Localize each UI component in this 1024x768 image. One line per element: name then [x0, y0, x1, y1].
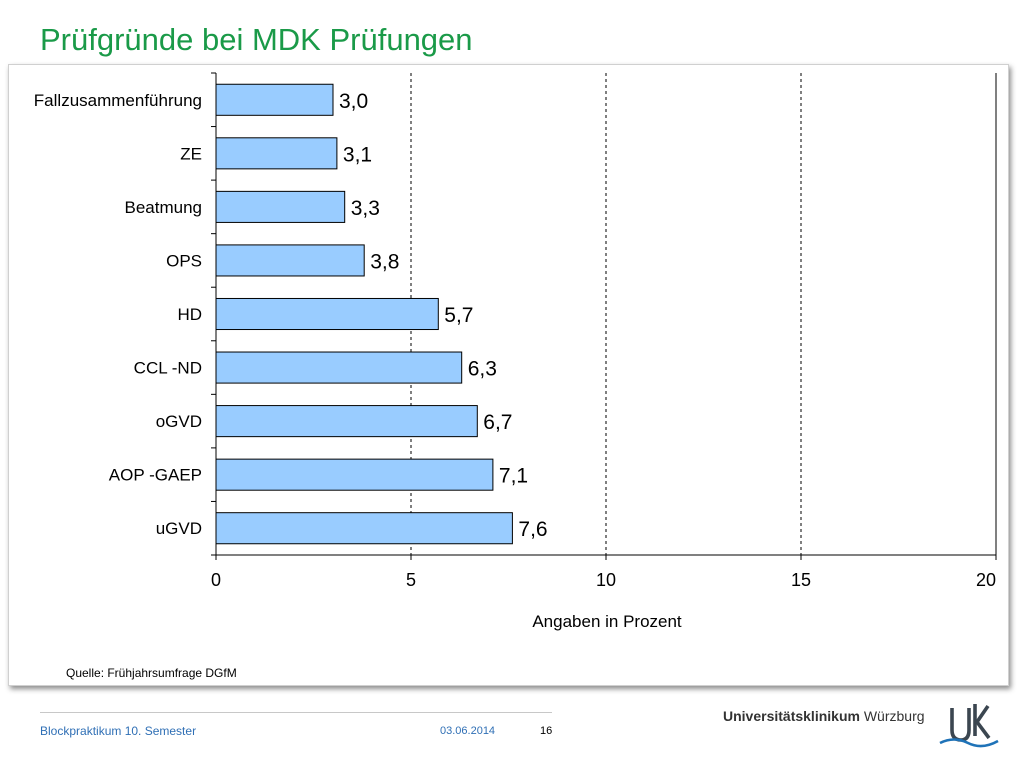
slide-title: Prüfgründe bei MDK Prüfungen — [40, 22, 473, 57]
category-label-0: Fallzusammenführung — [34, 91, 202, 110]
x-axis-title: Angaben in Prozent — [532, 612, 682, 631]
organization-name-city: Würzburg — [863, 708, 925, 724]
bar-0 — [215, 83, 334, 116]
page-number: 16 — [540, 725, 553, 737]
source-note: Quelle: Frühjahrsumfrage DGfM — [66, 666, 237, 680]
value-label-7: 7,1 — [499, 465, 528, 488]
x-tick-label-1: 5 — [406, 570, 416, 590]
category-label-5: CCL -ND — [134, 359, 202, 378]
x-tick-label-3: 15 — [791, 570, 811, 590]
category-label-3: OPS — [166, 251, 202, 270]
footer-divider — [40, 712, 552, 713]
value-label-1: 3,1 — [343, 143, 372, 166]
bar-1 — [215, 137, 338, 170]
bar-8 — [215, 512, 513, 545]
bar-6 — [215, 405, 478, 438]
x-tick-label-4: 20 — [976, 570, 996, 590]
value-label-0: 3,0 — [339, 90, 368, 113]
footer-date: 03.06.2014 — [440, 725, 496, 737]
bar-2 — [215, 190, 346, 223]
chart-frame: Fallzusammenführung 3,0 ZE 3,1 Beatmung 3,3 OP… — [8, 64, 1009, 686]
value-label-8: 7,6 — [518, 518, 547, 541]
x-tick-label-2: 10 — [596, 570, 616, 590]
category-label-8: uGVD — [156, 519, 202, 538]
bar-chart: Fallzusammenführung 3,0 ZE 3,1 Beatmung 3,3 OP… — [34, 72, 997, 631]
organization-name: Universitätsklinikum Würzburg — [723, 708, 925, 724]
category-label-1: ZE — [180, 144, 202, 163]
value-label-6: 6,7 — [483, 411, 512, 434]
bar-5 — [215, 351, 463, 384]
bar-7 — [215, 458, 494, 491]
value-label-2: 3,3 — [351, 197, 380, 220]
x-tick-label-0: 0 — [211, 570, 221, 590]
value-label-5: 6,3 — [468, 358, 497, 381]
ukw-logo-icon — [939, 704, 999, 748]
bar-3 — [215, 244, 365, 277]
value-label-3: 3,8 — [370, 250, 399, 273]
category-label-6: oGVD — [156, 412, 202, 431]
category-label-4: HD — [177, 305, 202, 324]
bar-4 — [215, 297, 439, 331]
value-label-4: 5,7 — [444, 304, 473, 327]
organization-name-bold: Universitätsklinikum — [723, 708, 860, 724]
footer-course: Blockpraktikum 10. Semester — [40, 724, 197, 738]
category-label-2: Beatmung — [125, 198, 203, 217]
category-label-7: AOP -GAEP — [109, 466, 202, 485]
